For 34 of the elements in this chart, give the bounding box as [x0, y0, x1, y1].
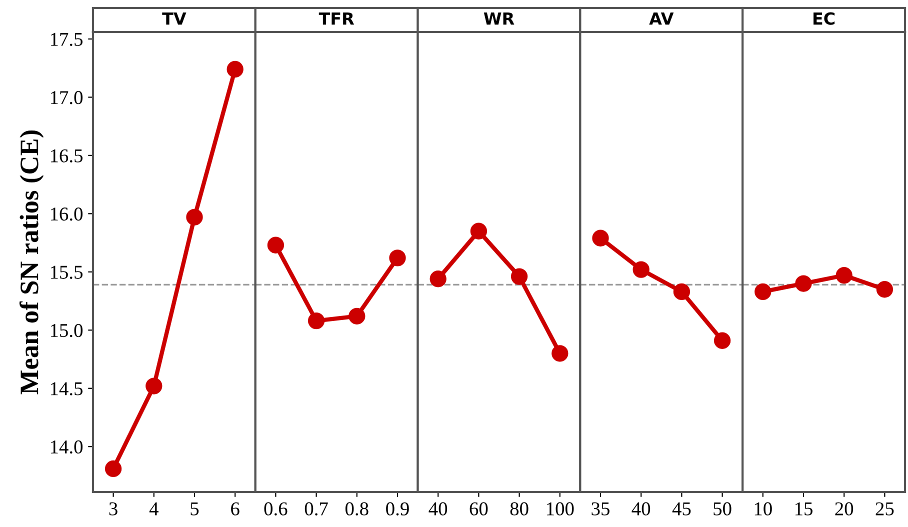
x-tick-label: 20	[835, 502, 854, 516]
chart-title: WR	[484, 12, 514, 25]
x-tick-label: 3	[109, 502, 118, 516]
y-tick-label: 16.0	[50, 207, 83, 221]
y-tick-label: 16.5	[50, 149, 83, 162]
y-tick-label: 17.5	[50, 32, 83, 46]
x-tick-label: 60	[470, 502, 488, 516]
y-tick-label: 17.0	[50, 91, 83, 104]
y-tick-label: 14.5	[50, 382, 83, 396]
x-tick-label: 10	[754, 502, 772, 516]
x-tick-label: 40	[632, 502, 650, 516]
x-tick-label: 6	[231, 502, 240, 516]
x-tick-label: 50	[714, 502, 732, 516]
x-tick-label: 100	[547, 502, 574, 516]
y-tick-label: 14.0	[50, 440, 83, 454]
x-tick-label: 5	[190, 502, 199, 516]
y-tick-label: 15.5	[50, 266, 83, 279]
x-tick-label: 0.6	[264, 502, 288, 516]
chart-title: AV	[649, 12, 674, 25]
x-tick-label: 25	[876, 502, 894, 516]
x-tick-label: 0.9	[386, 502, 409, 516]
chart-title: TFR	[318, 12, 354, 25]
y-axis-title: Mean of SN ratios (CE)	[19, 130, 44, 394]
x-tick-label: 35	[592, 502, 610, 516]
chart-title: TV	[162, 12, 186, 25]
x-tick-label: 40	[428, 502, 448, 516]
x-tick-label: 15	[795, 502, 812, 516]
x-tick-label: 80	[510, 502, 528, 516]
chart-title: EC	[814, 12, 835, 25]
x-tick-label: 0.7	[304, 502, 328, 516]
x-tick-label: 4	[149, 502, 158, 516]
x-tick-label: 45	[672, 502, 691, 516]
x-tick-label: 0.8	[345, 502, 368, 516]
y-tick-label: 15.0	[50, 324, 83, 338]
